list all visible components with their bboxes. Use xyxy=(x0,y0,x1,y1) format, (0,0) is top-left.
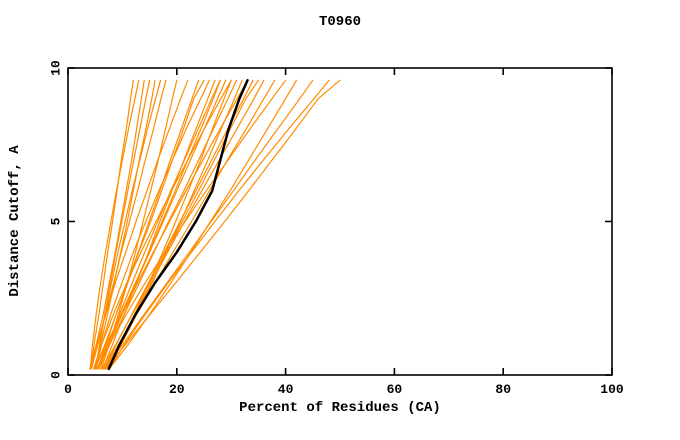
y-tick-label: 0 xyxy=(49,371,64,379)
model-curve-24 xyxy=(108,79,265,370)
model-curve-03 xyxy=(89,79,145,370)
x-tick-label: 100 xyxy=(600,382,624,397)
x-tick-label: 40 xyxy=(278,382,294,397)
model-curve-28 xyxy=(104,79,314,370)
model-curve-12 xyxy=(95,79,210,370)
model-curve-09 xyxy=(90,79,189,370)
highlighted-model-curve xyxy=(107,79,249,371)
x-tick-label: 60 xyxy=(387,382,403,397)
model-curve-23 xyxy=(101,79,259,370)
y-tick-label: 5 xyxy=(49,217,64,225)
model-curve-19 xyxy=(97,79,238,370)
model-curve-21 xyxy=(96,79,249,370)
x-tick-label: 20 xyxy=(169,382,185,397)
model-curve-26 xyxy=(96,79,287,370)
model-curve-05 xyxy=(94,79,156,370)
model-curve-30 xyxy=(105,79,341,370)
model-curve-01 xyxy=(90,79,134,370)
x-tick-label: 80 xyxy=(495,382,511,397)
y-tick-label: 10 xyxy=(49,60,64,76)
chart-title: T0960 xyxy=(318,14,361,30)
x-axis-label: Percent of Residues (CA) xyxy=(239,400,441,416)
model-curve-02 xyxy=(89,79,140,370)
model-curve-11 xyxy=(94,79,205,370)
model-curve-15 xyxy=(98,79,221,370)
y-axis-label: Distance Cutoff, A xyxy=(7,145,23,297)
x-tick-label: 0 xyxy=(64,382,72,397)
model-curve-29 xyxy=(108,79,330,370)
model-curve-18 xyxy=(92,79,232,370)
